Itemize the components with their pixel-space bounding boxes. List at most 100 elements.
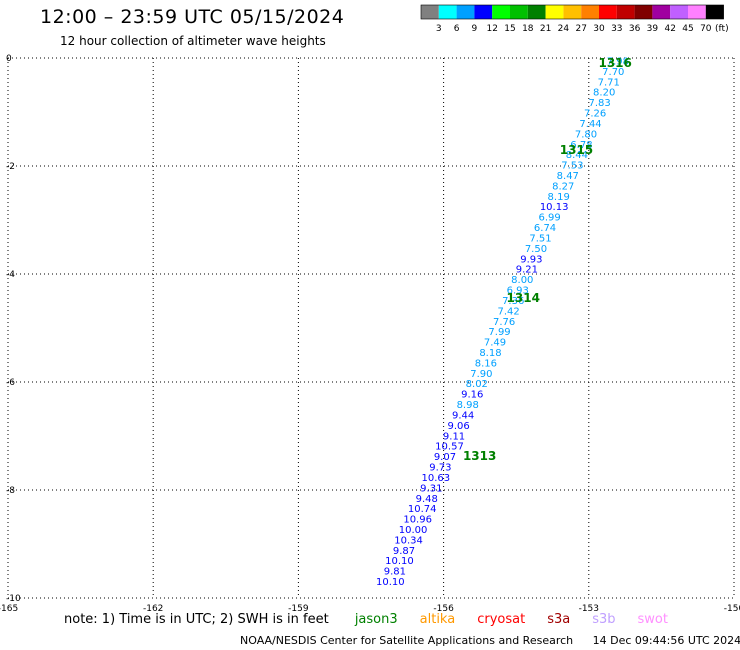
legend-tick: 36 <box>629 24 641 34</box>
swh-label: 9.16 <box>461 390 483 401</box>
swh-label: 9.73 <box>429 463 451 474</box>
legend-tick: 12 <box>486 24 497 34</box>
swh-label: 7.99 <box>488 327 510 338</box>
legend-swatch <box>670 5 688 19</box>
legend-tick: 3 <box>436 24 442 34</box>
legend-tick: 70 <box>700 24 712 34</box>
x-tick-label: -156 <box>433 604 454 614</box>
swh-label: 8.47 <box>557 171 579 182</box>
notes-line: note: 1) Time is in UTC; 2) SWH is in fe… <box>64 612 712 627</box>
legend-tick: 33 <box>611 24 622 34</box>
swh-label: 10.34 <box>394 535 423 546</box>
swh-label: 10.10 <box>385 556 414 567</box>
legend-swatch <box>474 5 493 19</box>
swh-label: 7.53 <box>561 161 583 172</box>
swh-label: 7.98 <box>607 56 629 67</box>
footer-date: 14 Dec 09:44:56 UTC 2024 <box>592 634 740 647</box>
swh-label: 7.42 <box>498 306 520 317</box>
mission-cryosat: cryosat <box>477 612 526 627</box>
legend-swatch <box>705 5 724 19</box>
legend-tick: 24 <box>558 24 570 34</box>
swh-label: 10.57 <box>435 442 464 453</box>
legend-swatch <box>421 5 439 19</box>
legend-tick: 39 <box>647 24 659 34</box>
swh-label: 7.49 <box>484 338 506 349</box>
legend-swatch <box>616 5 635 19</box>
swh-label: 9.87 <box>393 546 415 557</box>
swh-label: 9.06 <box>447 421 469 432</box>
y-tick-label: -2 <box>6 162 15 172</box>
legend-swatch <box>652 5 671 19</box>
legend-tick: 18 <box>522 24 534 34</box>
pass-label: 1315 <box>560 143 593 157</box>
mission-altika: altika <box>419 612 456 627</box>
y-tick-label: -8 <box>6 486 15 496</box>
pass-label: 1316 <box>598 56 631 70</box>
chart-axes: -165 -162 -159 -156 -153 -150 0 -2 -4 -6 -8 -10 <box>0 54 740 614</box>
y-tick-label: -6 <box>6 378 15 388</box>
mission-s3a: s3a <box>547 612 571 627</box>
swh-label: 7.90 <box>470 369 492 380</box>
legend-tick: 27 <box>575 24 586 34</box>
pass-labels: 1316 1315 1314 1313 <box>463 56 632 463</box>
x-tick-label: -159 <box>288 604 309 614</box>
legend-tick: 42 <box>664 24 675 34</box>
legend-swatch <box>545 5 564 19</box>
swh-label: 8.18 <box>479 348 501 359</box>
x-tick-label: -162 <box>143 604 163 614</box>
swh-label: 10.63 <box>422 473 451 484</box>
legend-swatch <box>563 5 582 19</box>
swh-label: 7.44 <box>579 119 601 130</box>
swh-label: 8.16 <box>475 358 497 369</box>
swh-label: 9.31 <box>420 483 442 494</box>
legend-swatch <box>599 5 617 19</box>
swh-label: 8.02 <box>466 379 488 390</box>
color-legend: 3 6 9 12 15 18 21 24 27 30 33 36 39 42 45 70 (ft) <box>420 4 729 34</box>
swh-label: 9.81 <box>384 567 406 578</box>
swh-label: 9.93 <box>520 254 542 265</box>
swh-label: 10.10 <box>376 577 405 588</box>
swh-label: 7.26 <box>584 109 606 120</box>
legend-swatch <box>634 5 653 19</box>
legend-tick: 9 <box>472 24 478 34</box>
y-tick-label: -4 <box>6 270 15 280</box>
swh-label: 7.51 <box>529 233 551 244</box>
swh-label: 7.83 <box>589 98 611 109</box>
footer-org: NOAA/NESDIS Center for Satellite Applica… <box>240 634 574 647</box>
swh-label: 7.71 <box>598 77 620 88</box>
swh-label: 7.50 <box>525 244 547 255</box>
y-tick-label: 0 <box>6 54 12 64</box>
mission-jason3: jason3 <box>354 612 398 627</box>
swh-label: 8.44 <box>566 150 588 161</box>
legend-swatch <box>581 5 599 19</box>
swh-label: 8.00 <box>511 275 533 286</box>
legend-tick: 15 <box>504 24 515 34</box>
swh-label: 6.93 <box>507 286 529 297</box>
legend-swatch <box>456 5 475 19</box>
swh-label: 9.44 <box>452 410 474 421</box>
swh-label: 8.19 <box>548 192 570 203</box>
footer: NOAA/NESDIS Center for Satellite Applica… <box>240 634 740 647</box>
legend-swatch <box>492 5 510 19</box>
swh-label: 10.13 <box>540 202 569 213</box>
x-tick-label: -153 <box>579 604 599 614</box>
notes-text: note: 1) Time is in UTC; 2) SWH is in fe… <box>64 612 329 627</box>
swh-label: 6.78 <box>570 140 592 151</box>
legend-tick: 45 <box>682 24 693 34</box>
y-tick-label: -10 <box>6 594 21 604</box>
mission-s3b: s3b <box>592 612 616 627</box>
swh-label: 7.70 <box>602 67 624 78</box>
x-tick-label: -150 <box>724 604 740 614</box>
swh-label: 9.48 <box>416 494 438 505</box>
swh-label: 9.07 <box>434 452 456 463</box>
swh-label: 10.96 <box>403 515 432 526</box>
pass-label: 1313 <box>463 449 496 463</box>
swh-label: 6.99 <box>538 213 560 224</box>
legend-swatch <box>688 5 706 19</box>
mission-list: jason3 altika cryosat s3a s3b swot <box>355 612 690 627</box>
legend-tick: 21 <box>540 24 551 34</box>
legend-tick: 30 <box>593 24 605 34</box>
page-subtitle: 12 hour collection of altimeter wave hei… <box>60 34 326 48</box>
swh-label: 7.80 <box>575 129 597 140</box>
